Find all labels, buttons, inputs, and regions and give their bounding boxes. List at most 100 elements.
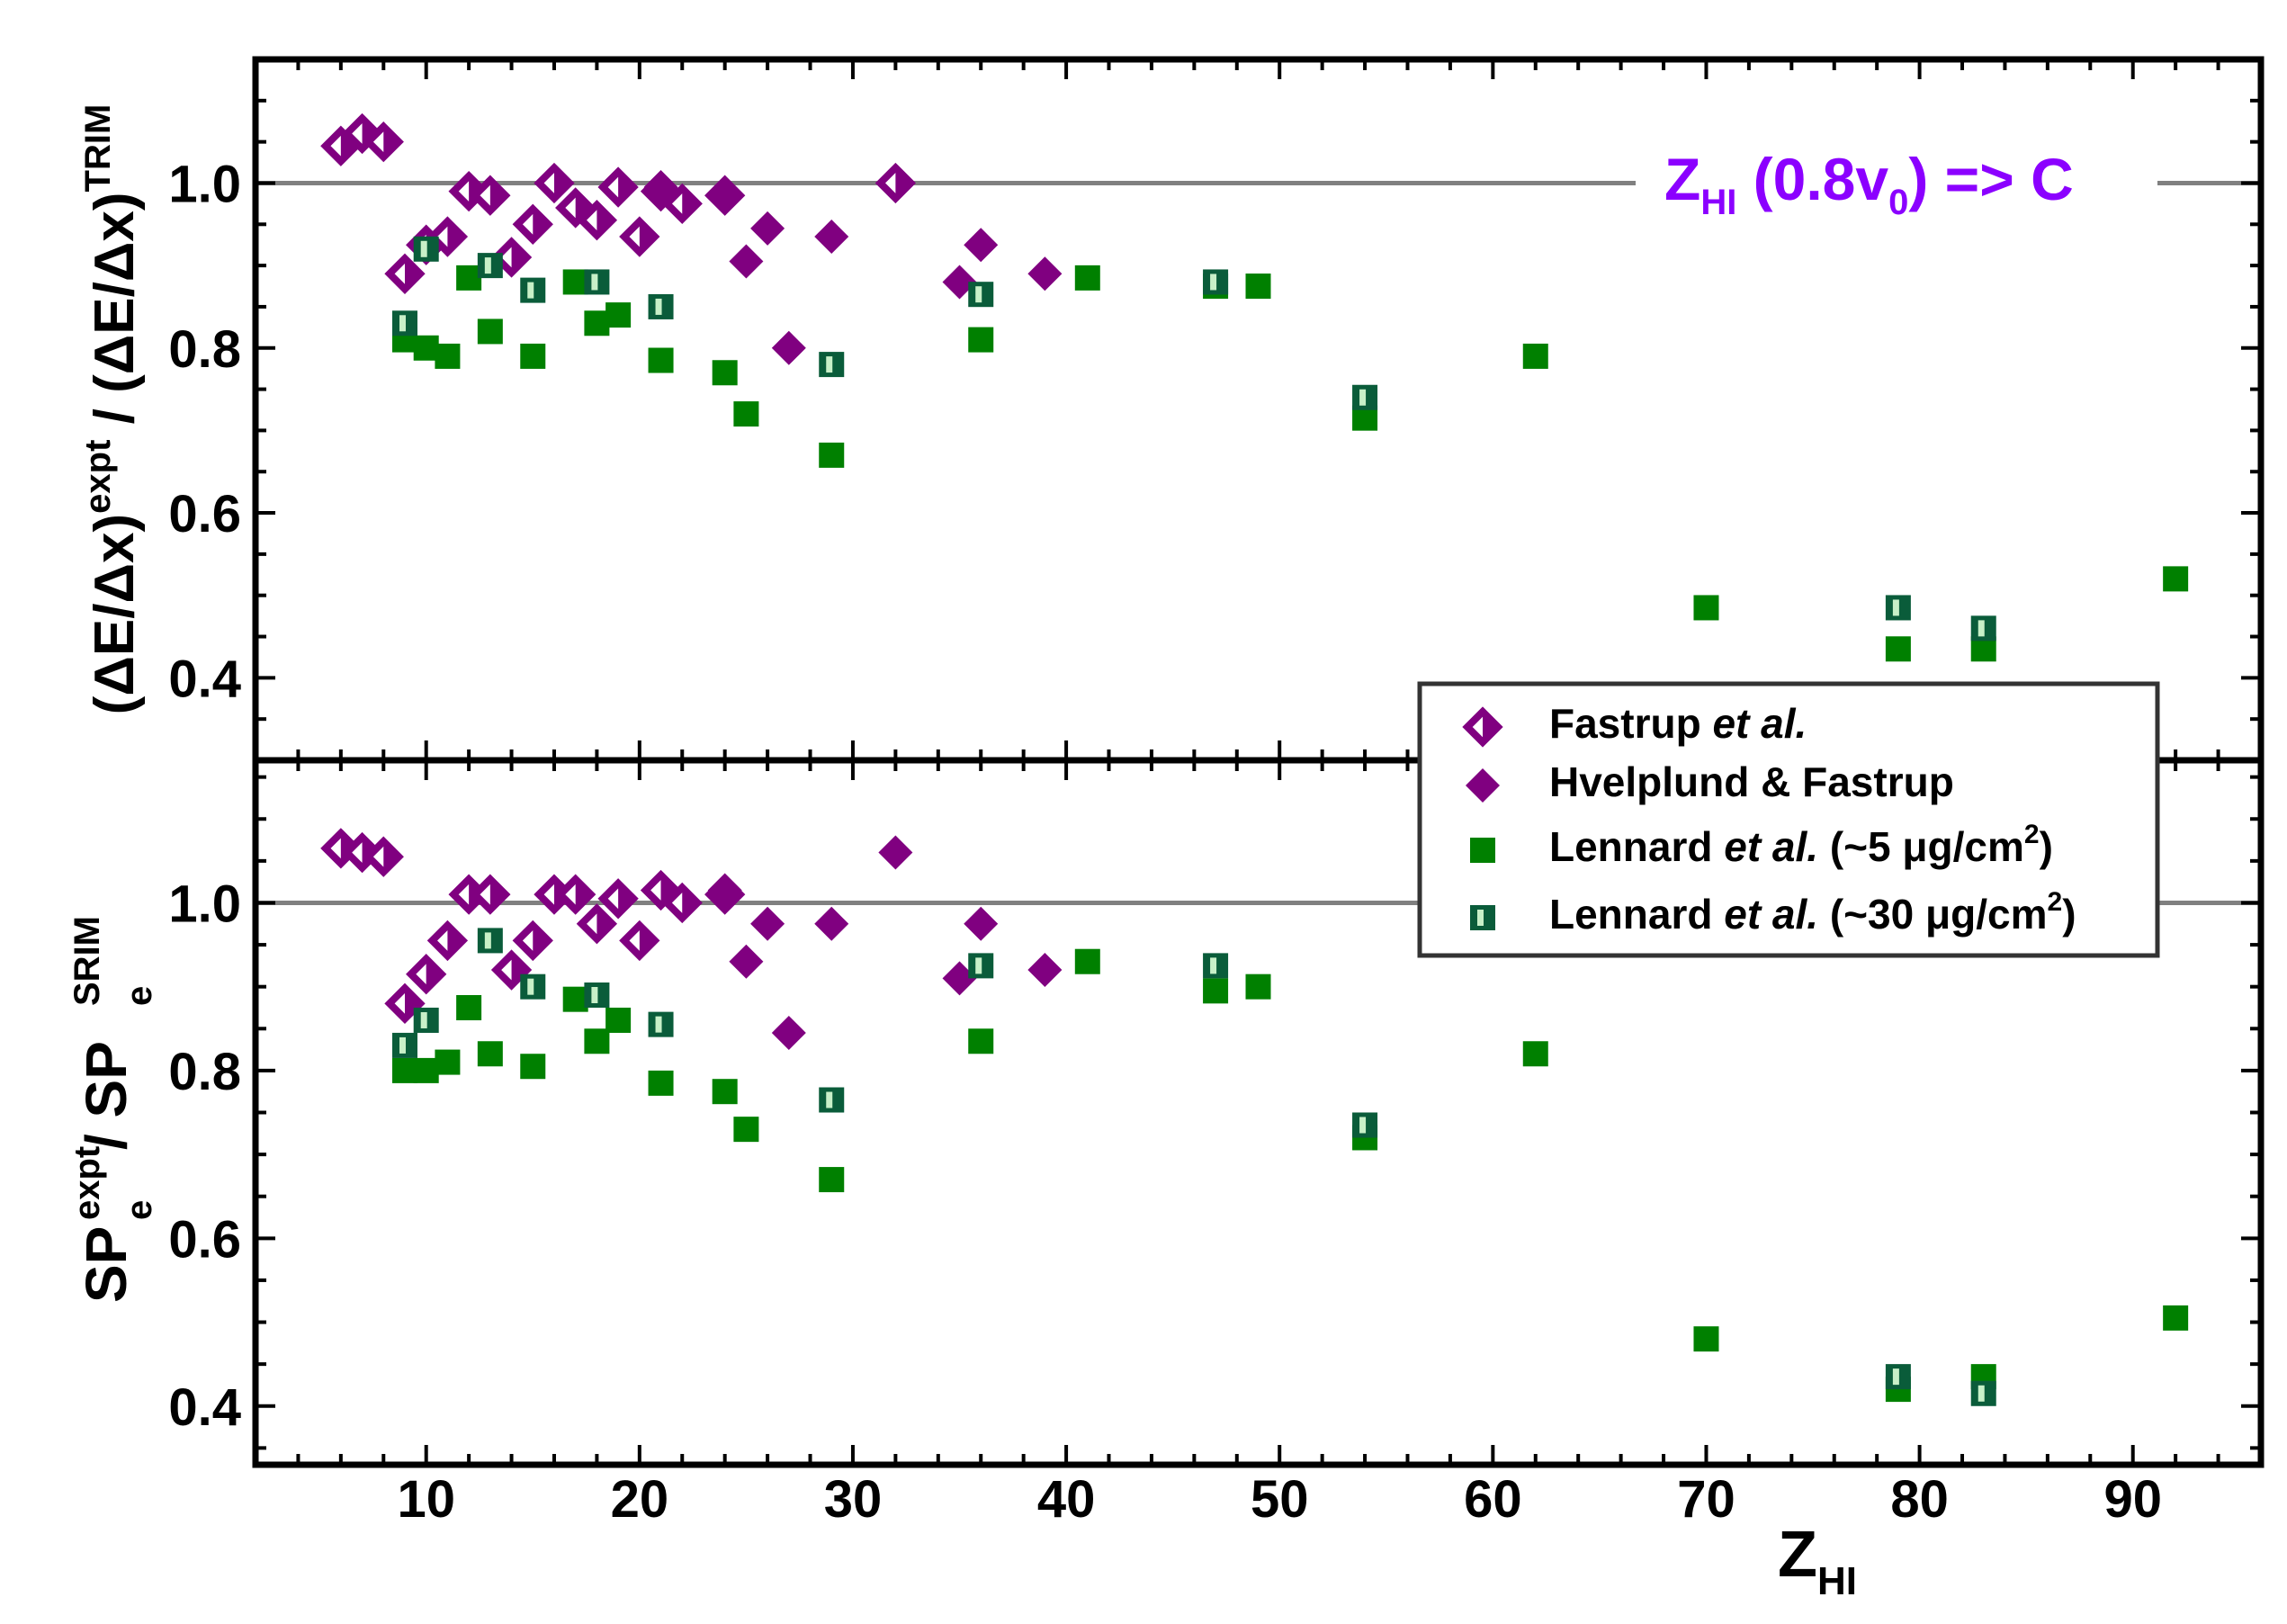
- top-point-lennard_thin: [1885, 636, 1911, 662]
- top-ylabel-sup2: TRIM: [78, 104, 118, 193]
- top-point-fastrup: [619, 216, 660, 257]
- top-point-fastrup: [363, 121, 404, 163]
- top-ytick-label: 1.0: [168, 155, 241, 213]
- bottom-point-lennard_thick: [520, 974, 546, 1000]
- xtick-label: 70: [1677, 1470, 1735, 1529]
- legend-entry-lennard-thick: Lennard et al. (~30 μg/cm2): [1470, 887, 2076, 938]
- bottom-ylabel-sup2: SRIM: [67, 916, 107, 1006]
- legend-entry-fastrup: Fastrup et al.: [1462, 700, 1807, 748]
- data-layer: [320, 112, 2189, 1406]
- bottom-ylabel-mid: / SP: [74, 1041, 139, 1150]
- top-ytick-label: 0.4: [168, 650, 241, 708]
- xtick-label: 10: [397, 1470, 455, 1529]
- top-point-fastrup: [470, 175, 511, 216]
- xtick-label: 60: [1464, 1470, 1522, 1529]
- top-point-hvelplund: [942, 265, 977, 300]
- bottom-point-fastrup: [512, 920, 553, 962]
- top-point-lennard_thick: [391, 310, 417, 336]
- bottom-point-lennard_thin: [562, 986, 588, 1012]
- legend-marker-lennard_thick: [1470, 905, 1495, 930]
- top-point-hvelplund: [643, 170, 678, 205]
- top-point-lennard_thin: [968, 327, 994, 353]
- bottom-ylabel: SP expt e / SP SRIM e: [67, 916, 159, 1303]
- top-point-lennard_thick: [520, 277, 546, 303]
- bottom-points: [320, 828, 2189, 1406]
- legend-box: [1417, 681, 2160, 958]
- legend-label-fastrup: Fastrup et al.: [1549, 700, 1807, 747]
- bottom-point-lennard_thin: [391, 1057, 417, 1083]
- legend-label-lennard-thin-suffix: (~5 μg/cm: [1830, 823, 2024, 870]
- bottom-point-fastrup: [363, 836, 404, 877]
- top-point-hvelplund: [771, 330, 806, 365]
- top-point-hvelplund: [729, 244, 764, 279]
- legend-label-fastrup-name: Fastrup: [1549, 700, 1701, 747]
- top-point-fastrup: [576, 200, 618, 241]
- bottom-point-lennard_thin: [584, 1028, 610, 1054]
- bottom-ylabel-sup1: expt: [67, 1146, 107, 1220]
- bottom-point-lennard_thin: [733, 1117, 759, 1143]
- bottom-ylabel-sp1: SP: [74, 1226, 139, 1303]
- top-point-hvelplund: [814, 220, 849, 255]
- top-point-lennard_thin: [1693, 595, 1719, 621]
- top-point-fastrup: [661, 183, 703, 225]
- legend-label-lennard-thick-close: ): [2062, 891, 2076, 938]
- bottom-point-lennard_thick: [413, 1007, 439, 1033]
- bottom-ytick-label: 0.6: [168, 1210, 241, 1269]
- legend-label-lennard-thin-sup: 2: [2024, 820, 2040, 849]
- top-point-lennard_thin: [435, 343, 461, 369]
- legend-label-fastrup-italic: et al.: [1712, 700, 1807, 747]
- bottom-point-lennard_thick: [819, 1087, 845, 1113]
- bottom-point-hvelplund: [729, 944, 764, 979]
- bottom-point-fastrup: [555, 874, 596, 915]
- legend-label-lennard-thick-suffix: (~30 μg/cm: [1830, 891, 2048, 938]
- top-point-lennard_thin: [413, 335, 439, 361]
- annotation-label: ZHI (0.8v0) => C: [1664, 146, 2074, 222]
- annotation-sub2: 0: [1888, 183, 1908, 222]
- top-point-hvelplund: [707, 178, 742, 213]
- top-point-lennard_thick: [1970, 615, 1996, 642]
- bottom-point-hvelplund: [707, 873, 742, 908]
- bottom-ylabel-sub1: e: [120, 1200, 159, 1220]
- bottom-point-lennard_thin: [968, 1028, 994, 1054]
- bottom-point-fastrup: [406, 954, 447, 995]
- top-point-lennard_thick: [968, 282, 994, 308]
- bottom-ytick-label: 1.0: [168, 875, 241, 933]
- bottom-point-fastrup: [661, 882, 703, 924]
- top-point-fastrup: [384, 253, 426, 294]
- legend-label-lennard-thick-italic: et al.: [1724, 891, 1818, 938]
- bottom-panel-frame: [252, 757, 2265, 1468]
- top-point-lennard_thin: [456, 265, 482, 291]
- top-point-lennard_thin: [1522, 343, 1548, 369]
- legend-marker-hvelplund: [1466, 768, 1500, 803]
- legend-entry-lennard-thin: Lennard et al. (~5 μg/cm2): [1470, 820, 2053, 870]
- top-points: [320, 112, 2189, 662]
- annotation-z: Z: [1664, 146, 1700, 212]
- top-point-hvelplund: [964, 228, 999, 263]
- legend-label-lennard-thin-name: Lennard: [1549, 823, 1712, 870]
- legend-label-hvelplund: Hvelplund & Fastrup: [1549, 758, 1954, 805]
- top-point-fastrup: [534, 162, 575, 204]
- bottom-point-hvelplund: [750, 906, 785, 941]
- bottom-point-lennard_thin: [1693, 1326, 1719, 1352]
- annotation-close: ) => C: [1908, 146, 2073, 212]
- bottom-point-lennard_thin: [2163, 1305, 2189, 1331]
- top-point-lennard_thin: [2163, 566, 2189, 592]
- top-point-lennard_thin: [562, 269, 588, 295]
- legend-marker-filled-square: [1470, 838, 1495, 863]
- bottom-point-lennard_thick: [968, 953, 994, 979]
- xtick-label: 50: [1251, 1470, 1309, 1529]
- top-point-fastrup: [426, 216, 469, 257]
- bottom-point-lennard_thin: [1074, 948, 1100, 974]
- bottom-point-fastrup: [384, 982, 426, 1024]
- bottom-point-hvelplund: [878, 835, 913, 870]
- bottom-ytick-label: 0.8: [168, 1043, 241, 1101]
- legend-label-lennard-thin: Lennard et al. (~5 μg/cm2): [1549, 820, 2053, 870]
- top-point-lennard_thin: [819, 442, 845, 468]
- bottom-point-lennard_thin: [1522, 1041, 1548, 1067]
- svg-text:SP: SP: [74, 1226, 139, 1303]
- bottom-point-lennard_thin: [648, 1070, 674, 1096]
- top-point-lennard_thin: [605, 302, 632, 328]
- bottom-point-lennard_thin: [819, 1167, 845, 1193]
- top-point-fastrup: [512, 203, 553, 245]
- bottom-ytick-label: 0.4: [168, 1378, 241, 1437]
